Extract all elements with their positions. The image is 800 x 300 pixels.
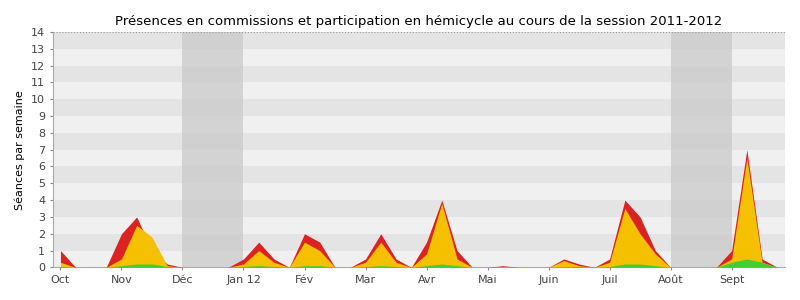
Bar: [53, 82, 785, 99]
Title: Présences en commissions et participation en hémicycle au cours de la session 20: Présences en commissions et participatio…: [115, 15, 722, 28]
Bar: [53, 49, 785, 66]
Bar: [53, 150, 785, 166]
Bar: [53, 250, 785, 267]
Bar: [53, 234, 785, 250]
Bar: [53, 32, 785, 49]
Bar: [53, 167, 785, 183]
Bar: [53, 99, 785, 116]
Bar: [53, 116, 785, 133]
Bar: [53, 66, 785, 83]
Bar: [53, 183, 785, 200]
Bar: [670, 32, 732, 267]
Bar: [53, 200, 785, 217]
Bar: [53, 133, 785, 150]
Bar: [182, 32, 243, 267]
Y-axis label: Séances par semaine: Séances par semaine: [15, 90, 26, 209]
Bar: [53, 217, 785, 234]
